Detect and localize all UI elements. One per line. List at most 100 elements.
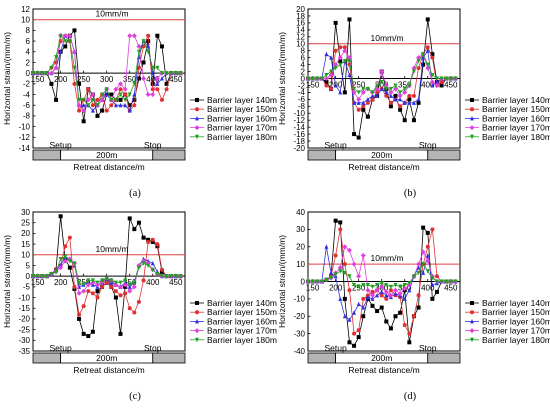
data-point [430,296,435,301]
data-point [434,76,439,81]
data-point [393,314,398,319]
data-point [384,319,389,324]
data-point [54,97,59,102]
data-point [127,288,133,294]
y-tick-label: 10 [21,15,30,24]
data-point [324,83,329,88]
legend-label: Barrier layer 170m [482,123,550,133]
data-point [62,258,68,264]
y-tick-label: 0 [26,69,31,78]
data-point [342,270,347,276]
data-point [397,93,403,99]
data-point [388,93,393,98]
data-point [402,89,408,95]
data-point [411,118,416,123]
data-point [361,107,366,112]
y-tick-label: -4 [298,88,306,97]
y-tick-label: 10 [296,40,305,49]
data-point [90,92,96,98]
data-point [67,259,72,264]
data-point [76,102,82,108]
data-point [141,39,146,44]
data-point [40,71,45,76]
data-point [356,90,361,95]
data-point [141,235,146,240]
data-point [356,301,361,307]
x-tick-label: 150 [31,278,45,287]
y-tick-label: 15 [21,240,30,249]
data-point [411,100,416,105]
data-point [434,279,439,284]
data-point [448,76,453,81]
data-point [150,81,155,86]
y-tick-label: -8 [298,102,306,111]
data-point [48,70,54,76]
data-point [393,287,399,293]
data-point [416,96,421,102]
data-point [54,269,59,275]
data-point [132,81,137,87]
data-point [122,282,128,288]
series-5 [31,254,183,288]
span-label: 200m [371,150,392,160]
data-point [416,265,421,270]
data-point [72,65,77,71]
data-point [397,291,403,297]
data-point [421,55,426,60]
data-point [351,89,357,95]
data-point [159,44,164,49]
data-point [402,118,407,123]
x-tick-label: 400 [421,81,435,90]
data-point [337,55,343,61]
data-point [136,262,142,268]
data-point [146,33,151,38]
data-point [159,76,164,81]
data-point [113,280,118,285]
data-point [95,113,100,118]
data-point [113,289,118,294]
data-point [324,277,329,283]
data-point [86,103,91,108]
data-point [136,49,141,55]
data-point [67,33,73,39]
data-point [81,108,87,114]
data-point [375,293,380,298]
data-point [81,331,86,336]
data-point [31,274,35,279]
data-point [72,261,77,266]
data-point [398,90,403,95]
data-point [136,265,141,270]
data-point [356,100,361,105]
y-tick-label: 0 [301,74,306,83]
data-point [439,79,444,84]
y-tick-label: 12 [296,33,305,42]
data-point [123,278,128,283]
data-point [118,284,124,290]
data-point [352,132,357,137]
legend-marker [195,116,199,121]
legend-label: Barrier layer 160m [207,316,277,326]
data-point [132,280,137,285]
data-point [439,279,444,284]
data-point [72,81,77,86]
data-point [421,62,426,67]
data-point [370,296,375,301]
data-point [430,276,435,281]
data-point [77,97,82,103]
data-point [444,279,449,284]
data-point [95,103,100,108]
data-point [337,265,343,271]
data-point [77,312,82,317]
data-point [347,17,352,22]
data-point [430,55,435,60]
legend-label: Barrier layer 180m [207,132,277,142]
data-point [379,284,385,290]
data-point [429,79,435,85]
y-tick-label: 40 [296,208,305,217]
data-point [150,92,156,98]
data-point [118,331,123,336]
legend-marker [195,107,199,112]
panel-label: (a) [129,188,141,199]
y-tick-label: 2 [26,58,31,67]
